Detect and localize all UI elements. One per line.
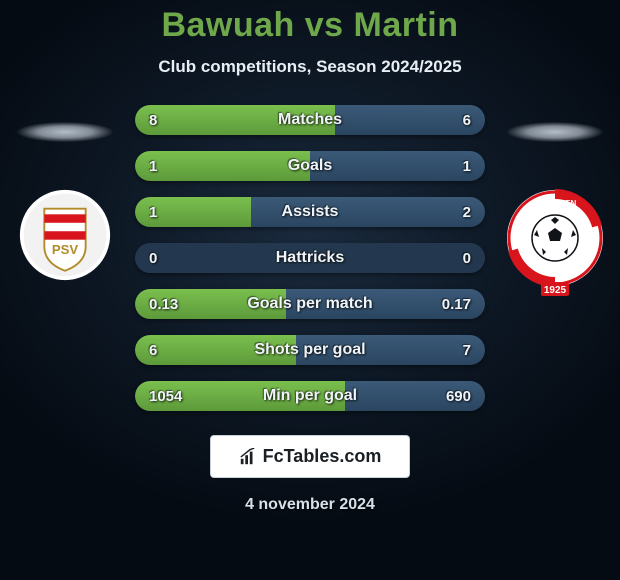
- stat-row: 0 Hattricks 0: [135, 243, 485, 273]
- stat-row: 1 Assists 2: [135, 197, 485, 227]
- left-team-logo: PSV: [18, 188, 112, 282]
- shadow-oval-right: [507, 122, 603, 142]
- page-title: Bawuah vs Martin: [161, 6, 458, 45]
- stat-right-value: 0.17: [442, 289, 471, 319]
- stat-right-value: 2: [463, 197, 471, 227]
- stat-label: Assists: [135, 197, 485, 227]
- bars-icon: [239, 448, 257, 466]
- stat-right-value: 7: [463, 335, 471, 365]
- stat-label: Min per goal: [135, 381, 485, 411]
- psv-badge-icon: PSV: [18, 188, 112, 282]
- right-team-logo: FC EMMEN 1925: [505, 188, 605, 298]
- right-team-col: FC EMMEN 1925: [500, 122, 610, 298]
- stat-row: 0.13 Goals per match 0.17: [135, 289, 485, 319]
- left-team-col: PSV: [10, 122, 120, 298]
- svg-text:1925: 1925: [544, 285, 567, 296]
- stat-label: Shots per goal: [135, 335, 485, 365]
- brand-text: FcTables.com: [263, 446, 382, 467]
- stat-row: 1 Goals 1: [135, 151, 485, 181]
- stat-row: 8 Matches 6: [135, 105, 485, 135]
- stat-row: 6 Shots per goal 7: [135, 335, 485, 365]
- stat-right-value: 6: [463, 105, 471, 135]
- stats-container: 8 Matches 6 1 Goals 1 1 Assists 2 0 Hatt…: [135, 105, 485, 411]
- fc-emmen-badge-icon: FC EMMEN 1925: [505, 188, 605, 298]
- stat-right-value: 1: [463, 151, 471, 181]
- stat-right-value: 690: [446, 381, 471, 411]
- stat-label: Goals per match: [135, 289, 485, 319]
- date-text: 4 november 2024: [245, 496, 375, 514]
- stat-label: Matches: [135, 105, 485, 135]
- subtitle: Club competitions, Season 2024/2025: [158, 57, 461, 77]
- brand-badge: FcTables.com: [210, 435, 411, 478]
- stat-right-value: 0: [463, 243, 471, 273]
- shadow-oval-left: [17, 122, 113, 142]
- stat-row: 1054 Min per goal 690: [135, 381, 485, 411]
- svg-text:FC EMMEN: FC EMMEN: [534, 199, 577, 208]
- stat-label: Goals: [135, 151, 485, 181]
- svg-text:PSV: PSV: [52, 242, 79, 257]
- stat-label: Hattricks: [135, 243, 485, 273]
